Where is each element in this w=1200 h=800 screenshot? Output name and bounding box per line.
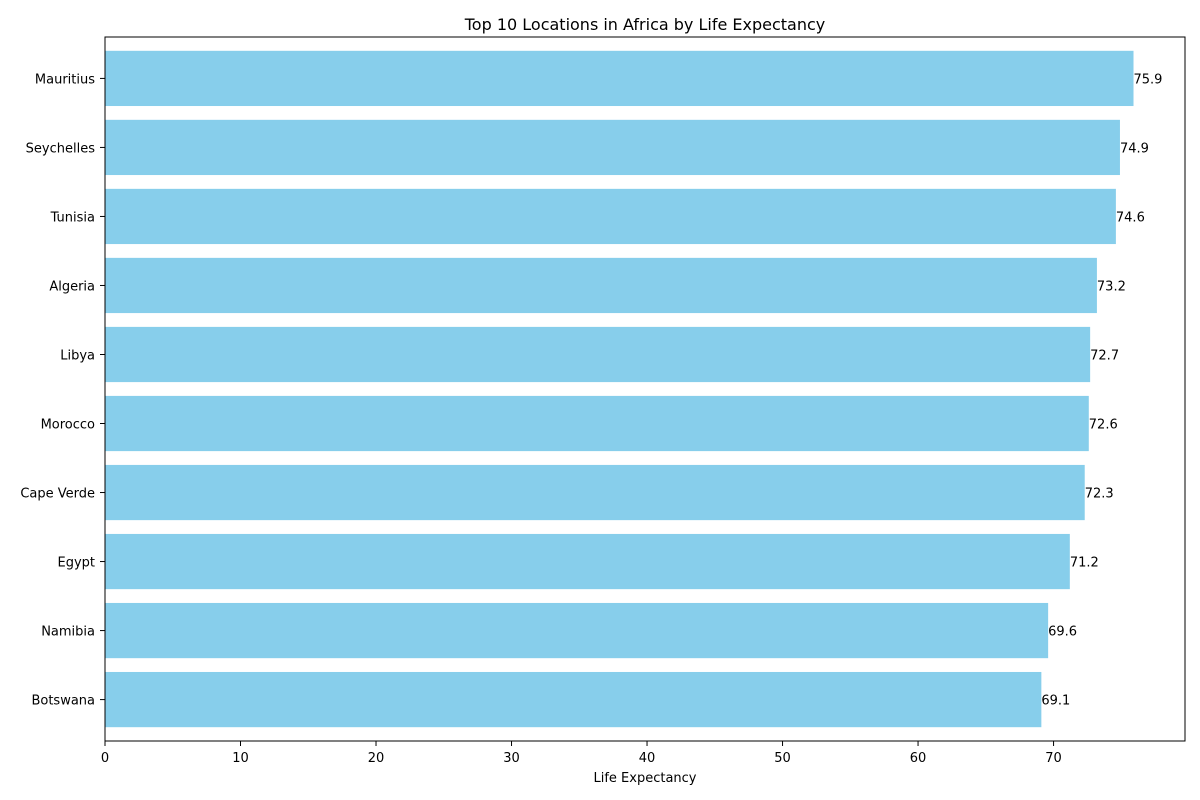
- x-tick-label: 70: [1045, 751, 1062, 766]
- x-axis-ticks: 0 10 20 30 40 50 60 70: [101, 741, 1062, 766]
- bar-morocco: [105, 395, 1089, 452]
- y-tick-label: Botswana: [31, 694, 95, 709]
- y-tick-label: Morocco: [41, 418, 95, 433]
- bars-layer: [105, 50, 1134, 728]
- bar-namibia: [105, 602, 1049, 659]
- data-label: 73.2: [1097, 279, 1126, 294]
- x-tick-label: 30: [503, 751, 520, 766]
- data-label: 74.6: [1116, 210, 1145, 225]
- bar-botswana: [105, 671, 1042, 728]
- y-tick-label: Mauritius: [35, 72, 95, 87]
- bar-algeria: [105, 257, 1097, 314]
- data-label: 72.6: [1089, 418, 1118, 433]
- x-tick-label: 0: [101, 751, 109, 766]
- data-label: 71.2: [1070, 556, 1099, 571]
- y-axis-ticks: Mauritius Seychelles Tunisia Algeria Libya Mo…: [20, 72, 105, 709]
- data-labels-layer: 75.9 74.9 74.6 73.2 72.7 72.6 72.3 71.2 69.6 69.1: [1041, 72, 1162, 708]
- x-axis-label: Life Expectancy: [593, 771, 696, 786]
- data-label: 75.9: [1134, 72, 1163, 87]
- data-label: 72.3: [1085, 487, 1114, 502]
- plot-frame: [104, 36, 1186, 742]
- chart-title: Top 10 Locations in Africa by Life Expec…: [464, 15, 826, 34]
- y-tick-label: Libya: [60, 348, 95, 363]
- y-tick-label: Algeria: [49, 279, 95, 294]
- bar-libya: [105, 326, 1091, 383]
- x-tick-label: 50: [774, 751, 791, 766]
- data-label: 69.1: [1041, 694, 1070, 709]
- y-tick-label: Seychelles: [26, 141, 96, 156]
- x-tick-label: 60: [910, 751, 927, 766]
- y-tick-label: Cape Verde: [20, 487, 95, 502]
- x-tick-label: 10: [232, 751, 249, 766]
- x-tick-label: 40: [639, 751, 656, 766]
- bar-seychelles: [105, 119, 1120, 176]
- y-tick-label: Tunisia: [50, 210, 95, 225]
- data-label: 69.6: [1048, 625, 1077, 640]
- y-tick-label: Egypt: [57, 556, 95, 571]
- bar-tunisia: [105, 188, 1116, 245]
- bar-mauritius: [105, 50, 1134, 107]
- data-label: 74.9: [1120, 141, 1149, 156]
- bar-cape-verde: [105, 464, 1085, 521]
- bar-egypt: [105, 533, 1070, 590]
- data-label: 72.7: [1090, 348, 1119, 363]
- x-tick-label: 20: [368, 751, 385, 766]
- y-tick-label: Namibia: [41, 625, 95, 640]
